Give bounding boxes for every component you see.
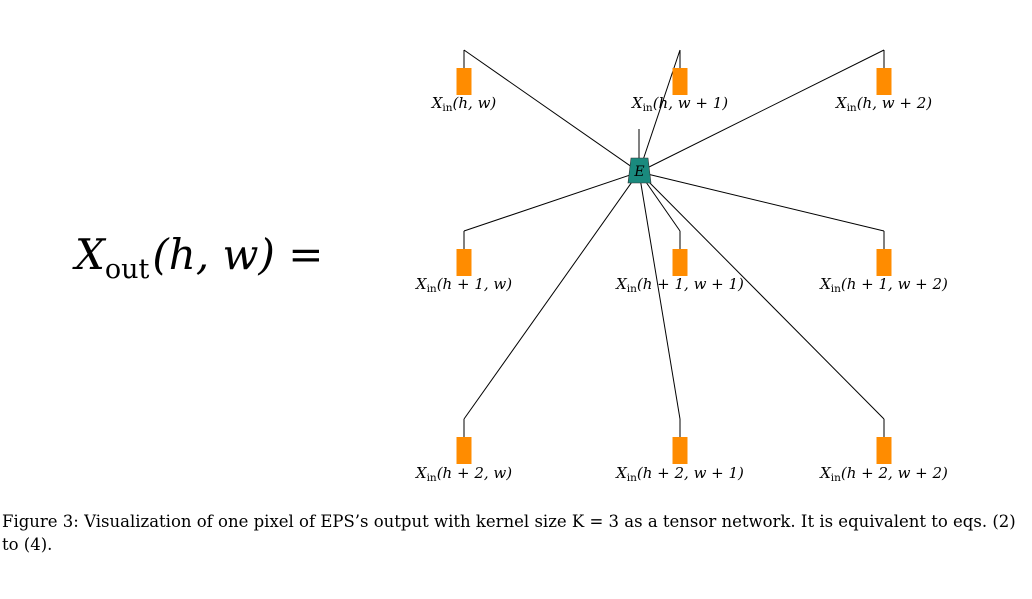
output-args: (h, w) = <box>152 230 323 279</box>
figure-caption: Figure 3: Visualization of one pixel of … <box>2 512 1016 554</box>
input-tensor-h-1-w-2 <box>876 249 892 276</box>
input-tensor-label: Xin(h + 2, w + 1) <box>615 464 744 484</box>
input-tensor-h-1-w-1 <box>672 249 688 276</box>
input-tensor-h-2-w-2 <box>876 437 892 464</box>
input-tensor-label: Xin(h + 1, w) <box>415 275 512 295</box>
input-tensor-h-w-2 <box>876 68 892 95</box>
edge-h-1-w <box>463 171 640 232</box>
input-tensor-h-w-1 <box>672 68 688 95</box>
edge-h-1-w-2 <box>638 171 885 232</box>
input-tensor-h-2-w-1 <box>672 437 688 464</box>
input-tensor-h-w <box>456 68 472 95</box>
input-tensor-label: Xin(h, w + 1) <box>631 94 728 114</box>
edge-h-w-2 <box>638 49 885 173</box>
input-tensor-h-2-w <box>456 437 472 464</box>
network-edges <box>463 49 885 420</box>
input-tensor-label: Xin(h + 2, w) <box>415 464 512 484</box>
output-expression: Xout(h, w) = <box>72 230 323 285</box>
tensor-network-figure: Xout(h, w) = E Xin(h, w) Xin(h, w + 1) Xin… <box>72 49 948 484</box>
edge-h-2-w-1 <box>638 171 681 420</box>
center-tensor-label: E <box>633 164 644 180</box>
input-tensor-label: Xin(h + 2, w + 2) <box>819 464 948 484</box>
input-tensor-h-1-w <box>456 249 472 276</box>
input-tensor-label: Xin(h + 1, w + 2) <box>819 275 948 295</box>
edge-h-2-w <box>463 171 640 420</box>
input-tensor-label: Xin(h + 1, w + 1) <box>615 275 744 295</box>
edge-h-w <box>463 49 640 173</box>
input-tensors: Xin(h, w) Xin(h, w + 1) Xin(h, w + 2) Xin(h… <box>415 50 948 484</box>
edge-h-2-w-2 <box>638 171 885 420</box>
input-tensor-label: Xin(h, w) <box>431 94 497 114</box>
input-tensor-label: Xin(h, w + 2) <box>835 94 932 114</box>
center-tensor-E <box>627 157 652 184</box>
output-symbol: X <box>72 230 107 279</box>
output-subscript: out <box>105 254 150 285</box>
